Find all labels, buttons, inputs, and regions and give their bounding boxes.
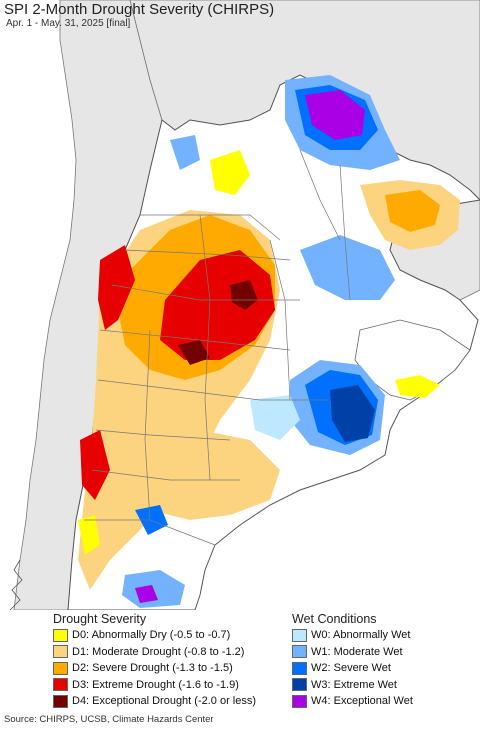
swatch-w4	[292, 694, 307, 708]
legend-item-w2: W2: Severe Wet	[292, 660, 477, 677]
legend-item-d1: D1: Moderate Drought (-0.8 to -1.2)	[53, 644, 283, 661]
legend-item-w3: W3: Extreme Wet	[292, 677, 477, 694]
d2-area-ne	[385, 190, 440, 232]
legend-item-w0: W0: Abnormally Wet	[292, 627, 477, 644]
legend-label-w3: W3: Extreme Wet	[311, 678, 397, 691]
legend-label-w1: W1: Moderate Wet	[311, 645, 403, 658]
legend-label-d1: D1: Moderate Drought (-0.8 to -1.2)	[72, 645, 245, 658]
d0-area-sw	[78, 515, 100, 555]
d3-area-west	[98, 245, 135, 330]
w4-area-south	[135, 585, 158, 603]
province-borders	[84, 149, 351, 546]
w4-area-north	[305, 90, 365, 140]
w2-area-southwest	[135, 505, 168, 535]
d4-area	[230, 280, 258, 310]
chile-coast-fjords	[9, 559, 23, 610]
source-credit: Source: CHIRPS, UCSB, Climate Hazards Ce…	[4, 714, 214, 725]
legend-label-w0: W0: Abnormally Wet	[311, 629, 411, 642]
legend-item-d4: D4: Exceptional Drought (-2.0 or less)	[53, 693, 283, 710]
legend-wet: Wet Conditions W0: Abnormally Wet W1: Mo…	[292, 610, 477, 710]
swatch-w3	[292, 678, 307, 692]
legend-item-w1: W1: Moderate Wet	[292, 644, 477, 661]
swatch-d1	[53, 645, 68, 659]
legend-wet-heading: Wet Conditions	[292, 612, 377, 626]
legend-drought: Drought Severity D0: Abnormally Dry (-0.…	[53, 610, 283, 710]
legend-item-d0: D0: Abnormally Dry (-0.5 to -0.7)	[53, 627, 283, 644]
d0-area-ne	[395, 375, 440, 398]
legend-item-d3: D3: Extreme Drought (-1.6 to -1.9)	[53, 677, 283, 694]
swatch-d3	[53, 678, 68, 692]
swatch-d4	[53, 694, 68, 708]
legend-label-w2: W2: Severe Wet	[311, 662, 391, 675]
drought-map	[9, 0, 480, 610]
legend-drought-heading: Drought Severity	[53, 612, 147, 626]
legend-item-w4: W4: Exceptional Wet	[292, 693, 477, 710]
d3-area-sw	[80, 430, 110, 500]
legend-label-d4: D4: Exceptional Drought (-2.0 or less)	[72, 695, 257, 708]
legend-label-d3: D3: Extreme Drought (-1.6 to -1.9)	[72, 678, 239, 691]
swatch-w1	[292, 645, 307, 659]
w1-area-west	[170, 135, 200, 170]
legend-label-d2: D2: Severe Drought (-1.3 to -1.5)	[72, 662, 233, 675]
map-subtitle: Apr. 1 - May. 31, 2025 [final]	[6, 18, 131, 29]
legend-item-d2: D2: Severe Drought (-1.3 to -1.5)	[53, 660, 283, 677]
swatch-d2	[53, 661, 68, 675]
map-title: SPI 2-Month Drought Severity (CHIRPS)	[4, 1, 275, 18]
legend-label-d0: D0: Abnormally Dry (-0.5 to -0.7)	[72, 629, 231, 642]
d3-area	[160, 250, 275, 360]
swatch-w2	[292, 661, 307, 675]
legend-label-w4: W4: Exceptional Wet	[311, 695, 413, 708]
d4-area-2	[178, 340, 210, 365]
legend: Drought Severity D0: Abnormally Dry (-0.…	[0, 610, 480, 710]
swatch-w0	[292, 628, 307, 642]
w0-area-mid	[250, 395, 300, 440]
d0-area-north	[210, 150, 250, 195]
swatch-d0	[53, 628, 68, 642]
w3-area-southeast	[330, 385, 375, 442]
